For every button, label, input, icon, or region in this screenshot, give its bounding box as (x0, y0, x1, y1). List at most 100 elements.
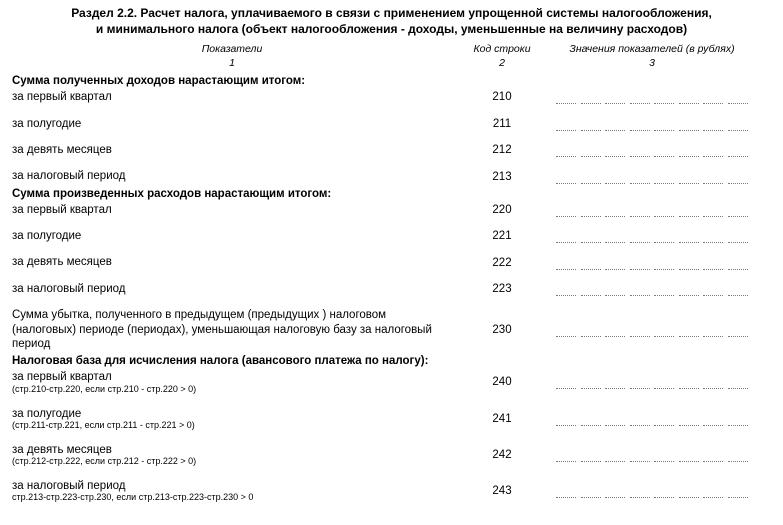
value-cell[interactable] (703, 170, 723, 184)
value-cell[interactable] (703, 256, 723, 270)
value-cell[interactable] (703, 203, 723, 217)
value-cell[interactable] (581, 117, 601, 131)
value-cell[interactable] (581, 229, 601, 243)
value-cell[interactable] (630, 229, 650, 243)
value-cell[interactable] (581, 375, 601, 389)
value-cell[interactable] (728, 448, 748, 462)
value-cell[interactable] (630, 143, 650, 157)
value-cell[interactable] (605, 203, 625, 217)
value-cell[interactable] (630, 375, 650, 389)
value-cell[interactable] (654, 143, 674, 157)
value-cell[interactable] (654, 448, 674, 462)
value-cell[interactable] (581, 412, 601, 426)
value-cell[interactable] (703, 143, 723, 157)
value-cell[interactable] (581, 170, 601, 184)
value-cell[interactable] (728, 203, 748, 217)
value-cell[interactable] (703, 448, 723, 462)
value-cell[interactable] (630, 448, 650, 462)
value-cell[interactable] (728, 323, 748, 337)
value-cell[interactable] (654, 323, 674, 337)
value-cell[interactable] (605, 323, 625, 337)
value-cell[interactable] (556, 143, 576, 157)
value-cell[interactable] (605, 170, 625, 184)
value-cell[interactable] (679, 375, 699, 389)
value-cell[interactable] (703, 375, 723, 389)
value-cell[interactable] (556, 323, 576, 337)
value-cell[interactable] (703, 90, 723, 104)
value-cell[interactable] (556, 229, 576, 243)
value-cell[interactable] (605, 229, 625, 243)
value-cell[interactable] (654, 229, 674, 243)
value-cell[interactable] (581, 256, 601, 270)
value-cell[interactable] (654, 484, 674, 498)
value-cell[interactable] (679, 143, 699, 157)
value-cell[interactable] (654, 412, 674, 426)
value-cell[interactable] (605, 412, 625, 426)
value-cell[interactable] (728, 375, 748, 389)
value-cell[interactable] (605, 375, 625, 389)
value-cell[interactable] (605, 448, 625, 462)
value-cell[interactable] (556, 412, 576, 426)
value-cell[interactable] (630, 323, 650, 337)
value-cell[interactable] (679, 90, 699, 104)
value-cell[interactable] (630, 282, 650, 296)
value-cell[interactable] (556, 170, 576, 184)
value-cell[interactable] (581, 323, 601, 337)
value-cell[interactable] (728, 282, 748, 296)
value-cell[interactable] (703, 229, 723, 243)
value-cell[interactable] (556, 256, 576, 270)
value-cell[interactable] (556, 282, 576, 296)
value-cell[interactable] (728, 143, 748, 157)
value-cell[interactable] (630, 412, 650, 426)
value-cell[interactable] (581, 282, 601, 296)
value-cell[interactable] (679, 170, 699, 184)
value-cell[interactable] (679, 323, 699, 337)
value-cell[interactable] (728, 229, 748, 243)
value-cell[interactable] (679, 412, 699, 426)
value-cell[interactable] (630, 117, 650, 131)
value-cell[interactable] (581, 143, 601, 157)
value-cell[interactable] (605, 117, 625, 131)
value-cell[interactable] (728, 117, 748, 131)
value-cell[interactable] (679, 203, 699, 217)
value-cell[interactable] (703, 282, 723, 296)
value-cell[interactable] (654, 203, 674, 217)
value-cell[interactable] (581, 203, 601, 217)
value-cell[interactable] (630, 256, 650, 270)
value-cell[interactable] (605, 282, 625, 296)
value-cell[interactable] (728, 484, 748, 498)
value-cell[interactable] (654, 256, 674, 270)
value-cell[interactable] (728, 256, 748, 270)
value-cell[interactable] (679, 484, 699, 498)
value-cell[interactable] (556, 90, 576, 104)
value-cell[interactable] (556, 117, 576, 131)
value-cell[interactable] (654, 375, 674, 389)
value-cell[interactable] (581, 484, 601, 498)
value-cell[interactable] (605, 90, 625, 104)
value-cell[interactable] (654, 117, 674, 131)
value-cell[interactable] (679, 448, 699, 462)
value-cell[interactable] (703, 412, 723, 426)
value-cell[interactable] (654, 282, 674, 296)
value-cell[interactable] (630, 170, 650, 184)
value-cell[interactable] (556, 448, 576, 462)
value-cell[interactable] (728, 170, 748, 184)
value-cell[interactable] (630, 484, 650, 498)
value-cell[interactable] (679, 256, 699, 270)
value-cell[interactable] (703, 484, 723, 498)
value-cell[interactable] (679, 117, 699, 131)
value-cell[interactable] (728, 412, 748, 426)
value-cell[interactable] (630, 90, 650, 104)
value-cell[interactable] (581, 90, 601, 104)
value-cell[interactable] (605, 143, 625, 157)
value-cell[interactable] (654, 170, 674, 184)
value-cell[interactable] (556, 484, 576, 498)
value-cell[interactable] (679, 229, 699, 243)
value-cell[interactable] (728, 90, 748, 104)
value-cell[interactable] (654, 90, 674, 104)
value-cell[interactable] (605, 256, 625, 270)
value-cell[interactable] (556, 375, 576, 389)
value-cell[interactable] (581, 448, 601, 462)
value-cell[interactable] (703, 117, 723, 131)
value-cell[interactable] (679, 282, 699, 296)
